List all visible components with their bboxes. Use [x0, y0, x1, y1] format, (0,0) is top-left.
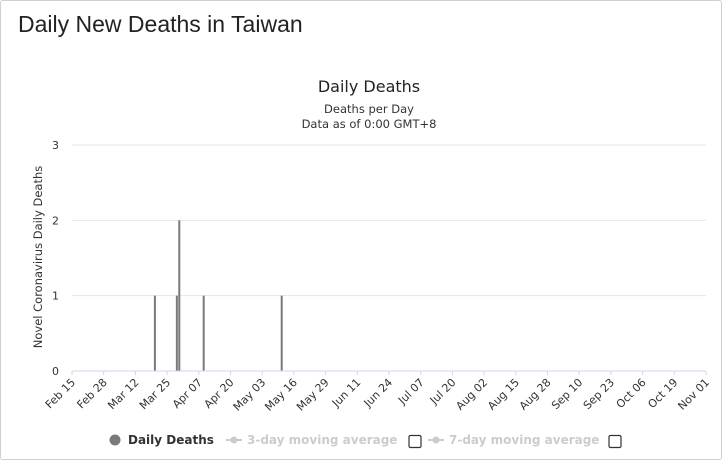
x-tick-label: Jun 24	[361, 376, 395, 410]
legend-label-3-day-moving-average: 3-day moving average	[247, 433, 397, 447]
y-tick-labels: 0 1 2 3	[52, 139, 59, 378]
x-tick-label: Feb 28	[74, 376, 109, 411]
y-tick-label: 1	[52, 290, 59, 303]
x-tick-label: Oct 19	[645, 376, 680, 411]
x-tick-label: Oct 06	[614, 376, 649, 411]
x-tick-label: Aug 28	[517, 376, 554, 413]
x-tick-label: May 16	[262, 376, 300, 414]
y-tick-label: 0	[52, 365, 59, 378]
y-tick-label: 3	[52, 139, 59, 152]
checkbox-7-day-moving-average[interactable]	[608, 434, 622, 449]
legend-label-7-day-moving-average: 7-day moving average	[449, 433, 599, 447]
legend-item-3-day-moving-average[interactable]: 3-day moving average	[226, 433, 397, 447]
bar	[178, 220, 181, 371]
page-title: Daily New Deaths in Taiwan	[18, 11, 303, 37]
x-tick-label: Aug 02	[453, 376, 490, 413]
checkbox-3-day-moving-average[interactable]	[408, 434, 422, 449]
x-tick-label: Sep 10	[549, 376, 585, 412]
x-tick-label: Aug 15	[485, 376, 522, 413]
y-tick-label: 2	[52, 214, 59, 227]
legend-label-daily-deaths: Daily Deaths	[128, 433, 214, 447]
legend-item-daily-deaths[interactable]: Daily Deaths	[109, 433, 214, 447]
legend-item-7-day-moving-average[interactable]: 7-day moving average	[428, 433, 599, 447]
bar	[202, 295, 205, 371]
x-tick-label: Apr 07	[170, 376, 205, 411]
x-tick-label: Nov 01	[675, 376, 712, 413]
x-tick-label: Feb 15	[43, 376, 78, 411]
circle-marker-icon	[230, 436, 238, 444]
bar	[153, 295, 156, 371]
chart-subtitle-line-2: Data as of 0:00 GMT+8	[302, 117, 437, 131]
x-tick-label: Mar 25	[137, 376, 173, 412]
bar	[175, 295, 178, 371]
x-tick-label: Jul 07	[395, 376, 427, 408]
x-tick-label: Mar 12	[105, 376, 141, 412]
y-axis-title: Novel Coronavirus Daily Deaths	[31, 166, 45, 348]
x-tick-label: May 03	[231, 376, 269, 414]
bars	[153, 220, 283, 371]
circle-marker-icon	[432, 436, 440, 444]
grid-lines	[72, 144, 706, 297]
chart-title: Daily Deaths	[318, 77, 420, 96]
x-tick-label: Sep 23	[581, 376, 617, 412]
bar	[280, 295, 283, 371]
x-tick-label: Jun 11	[329, 376, 363, 410]
chart-subtitle-line-1: Deaths per Day	[324, 102, 414, 116]
circle-marker-icon	[109, 434, 121, 446]
x-tick-label: May 29	[294, 376, 332, 414]
